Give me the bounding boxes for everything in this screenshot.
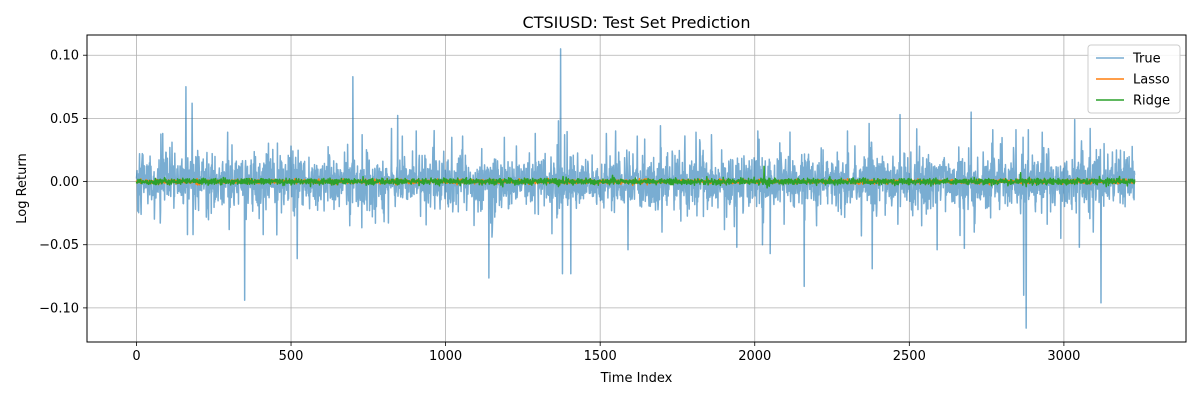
y-axis-label: Log Return [15,153,30,224]
y-tick-label: 0.05 [50,112,79,127]
x-tick-label: 2000 [738,349,771,364]
x-tick-label: 1500 [584,349,617,364]
series-line-ridge [135,165,1136,189]
x-axis-ticks: 0 500 1000 1500 2000 2500 3000 [132,342,1080,364]
y-axis-ticks: −0.10 −0.05 0.00 0.05 0.10 [39,49,87,316]
legend-label: True [1132,52,1161,67]
series-layer [135,48,1136,329]
y-tick-label: −0.05 [39,238,79,253]
x-tick-label: 1000 [429,349,462,364]
legend-label: Ridge [1133,94,1170,109]
legend: True Lasso Ridge [1087,44,1181,114]
plot-frame [86,34,1187,343]
x-tick-label: 2500 [893,349,926,364]
x-axis-label: Time Index [600,371,673,386]
y-tick-label: −0.10 [39,301,79,316]
x-tick-label: 500 [279,349,304,364]
x-tick-label: 0 [132,349,140,364]
chart-title: CTSIUSD: Test Set Prediction [523,13,751,32]
legend-label: Lasso [1133,73,1170,88]
legend-box [1087,44,1181,114]
series-line-true [135,48,1136,329]
y-tick-label: 0.00 [50,175,79,190]
x-tick-label: 3000 [1047,349,1080,364]
y-tick-label: 0.10 [50,49,79,64]
